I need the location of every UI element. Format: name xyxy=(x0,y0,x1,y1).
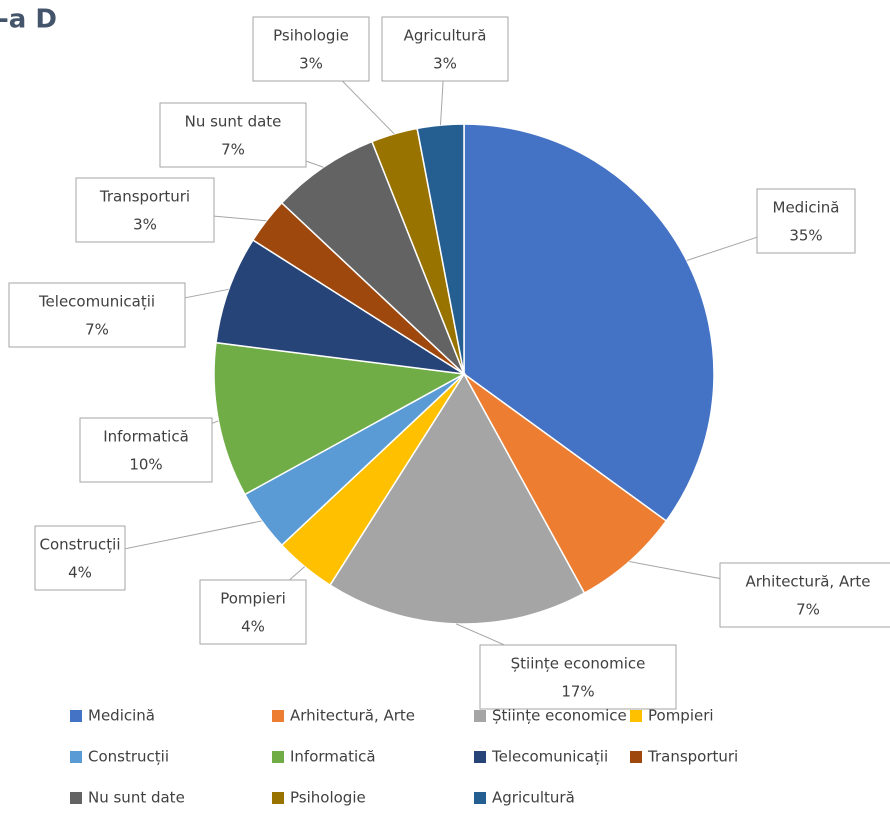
data-label-value: 3% xyxy=(433,55,457,73)
legend-label: Medicină xyxy=(88,707,155,725)
data-label-value: 35% xyxy=(789,227,822,245)
data-label-name: Pompieri xyxy=(220,590,286,608)
data-label-name: Transporturi xyxy=(99,188,190,206)
label-box xyxy=(719,562,890,628)
legend-swatch xyxy=(272,751,284,763)
data-label-value: 7% xyxy=(221,141,245,159)
legend-swatch xyxy=(272,792,284,804)
legend-swatch xyxy=(272,710,284,722)
legend-swatch xyxy=(474,710,486,722)
data-label-name: Medicină xyxy=(773,199,840,217)
data-label-name: Agricultură xyxy=(404,27,487,45)
label-box xyxy=(34,525,126,591)
legend-label: Transporturi xyxy=(647,748,738,766)
label-box xyxy=(8,282,186,348)
label-box xyxy=(75,177,215,243)
data-label-value: 4% xyxy=(68,564,92,582)
label-box xyxy=(381,16,509,82)
legend-label: Pompieri xyxy=(648,707,714,725)
legend-label: Telecomunicații xyxy=(491,748,608,766)
data-label-value: 10% xyxy=(129,456,162,474)
label-box xyxy=(79,417,213,483)
legend-label: Construcții xyxy=(88,748,169,766)
data-label-value: 4% xyxy=(241,618,265,636)
data-label-value: 3% xyxy=(133,216,157,234)
legend-swatch xyxy=(474,792,486,804)
data-label-name: Informatică xyxy=(103,428,189,446)
legend-swatch xyxy=(630,751,642,763)
pie-slice xyxy=(329,372,586,625)
label-box xyxy=(479,644,677,710)
legend-label: Informatică xyxy=(290,748,376,766)
pie-slice xyxy=(463,373,668,595)
legend-label: Psihologie xyxy=(290,789,366,807)
pie-slice xyxy=(463,123,715,522)
legend-label: Agricultură xyxy=(492,789,575,807)
label-box xyxy=(252,16,370,82)
legend-swatch xyxy=(70,751,82,763)
legend-label: Științe economice xyxy=(492,707,627,725)
pie-slice xyxy=(280,140,465,375)
legend-swatch xyxy=(630,710,642,722)
data-label-value: 7% xyxy=(85,321,109,339)
legend-label: Arhitectură, Arte xyxy=(290,707,415,725)
pie-slice xyxy=(215,239,465,375)
label-box xyxy=(159,102,307,168)
legend-swatch xyxy=(70,792,82,804)
label-box xyxy=(756,188,856,254)
legend-swatch xyxy=(474,751,486,763)
data-label-value: 7% xyxy=(796,601,820,619)
data-label-name: Psihologie xyxy=(273,27,349,45)
chart-title: -a D xyxy=(0,5,57,35)
data-label-name: Arhitectură, Arte xyxy=(745,573,870,591)
data-label-value: 17% xyxy=(561,683,594,701)
legend-swatch xyxy=(70,710,82,722)
data-label-value: 3% xyxy=(299,55,323,73)
data-label-name: Telecomunicații xyxy=(38,293,155,311)
data-label-name: Construcții xyxy=(40,536,121,554)
label-box xyxy=(199,579,307,645)
legend-label: Nu sunt date xyxy=(88,789,185,807)
data-label-name: Științe economice xyxy=(511,655,646,673)
data-label-name: Nu sunt date xyxy=(185,113,282,131)
